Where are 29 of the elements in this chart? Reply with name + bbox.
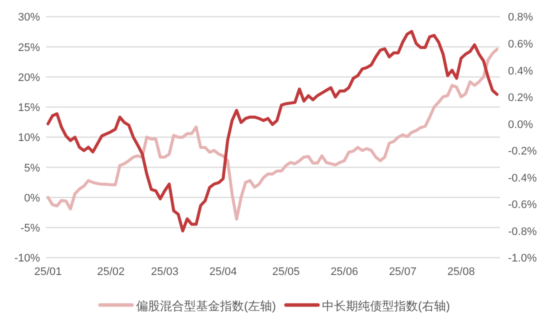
y2-tick-label: 0.0% [508, 118, 534, 131]
y2-tick-label: -0.4% [508, 172, 537, 184]
y-tick-label: 0% [24, 192, 40, 204]
y2-tick-label: 0.2% [508, 92, 534, 104]
y-tick-label: 5% [24, 162, 40, 174]
y2-tick-label: 0.4% [508, 65, 534, 78]
y2-tick-label: 0.8% [508, 12, 534, 24]
y2-tick-label: -0.6% [508, 199, 537, 212]
legend-label: 偏股混合型基金指数(左轴) [136, 299, 276, 313]
y2-tick-label: -1.0% [508, 252, 537, 265]
legend-label: 中长期纯债型指数(右轴) [322, 299, 450, 313]
y-tick-label: 20% [18, 72, 40, 84]
x-tick-label: 25/08 [447, 266, 475, 278]
y-tick-label: 10% [18, 132, 40, 144]
y-tick-label: 15% [18, 102, 40, 114]
y2-tick-label: -0.2% [508, 146, 537, 158]
x-tick-label: 25/07 [388, 266, 416, 278]
y-tick-label: 25% [18, 42, 40, 54]
x-tick-label: 25/06 [330, 266, 358, 278]
y-tick-label: -10% [14, 252, 40, 265]
x-tick-label: 25/02 [97, 266, 125, 278]
x-tick-label: 25/05 [272, 266, 300, 278]
x-tick-label: 25/03 [150, 266, 179, 278]
y-tick-label: -5% [20, 222, 40, 235]
x-tick-label: 25/01 [34, 266, 62, 278]
x-tick-label: 25/04 [209, 266, 237, 278]
y2-tick-label: -0.8% [508, 226, 537, 238]
y2-tick-label: 0.6% [508, 38, 534, 50]
y-tick-label: 30% [18, 12, 40, 24]
